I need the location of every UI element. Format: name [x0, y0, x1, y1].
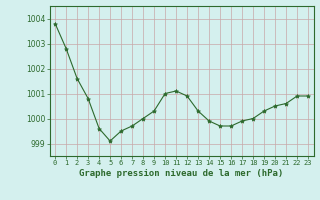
X-axis label: Graphe pression niveau de la mer (hPa): Graphe pression niveau de la mer (hPa) — [79, 169, 284, 178]
